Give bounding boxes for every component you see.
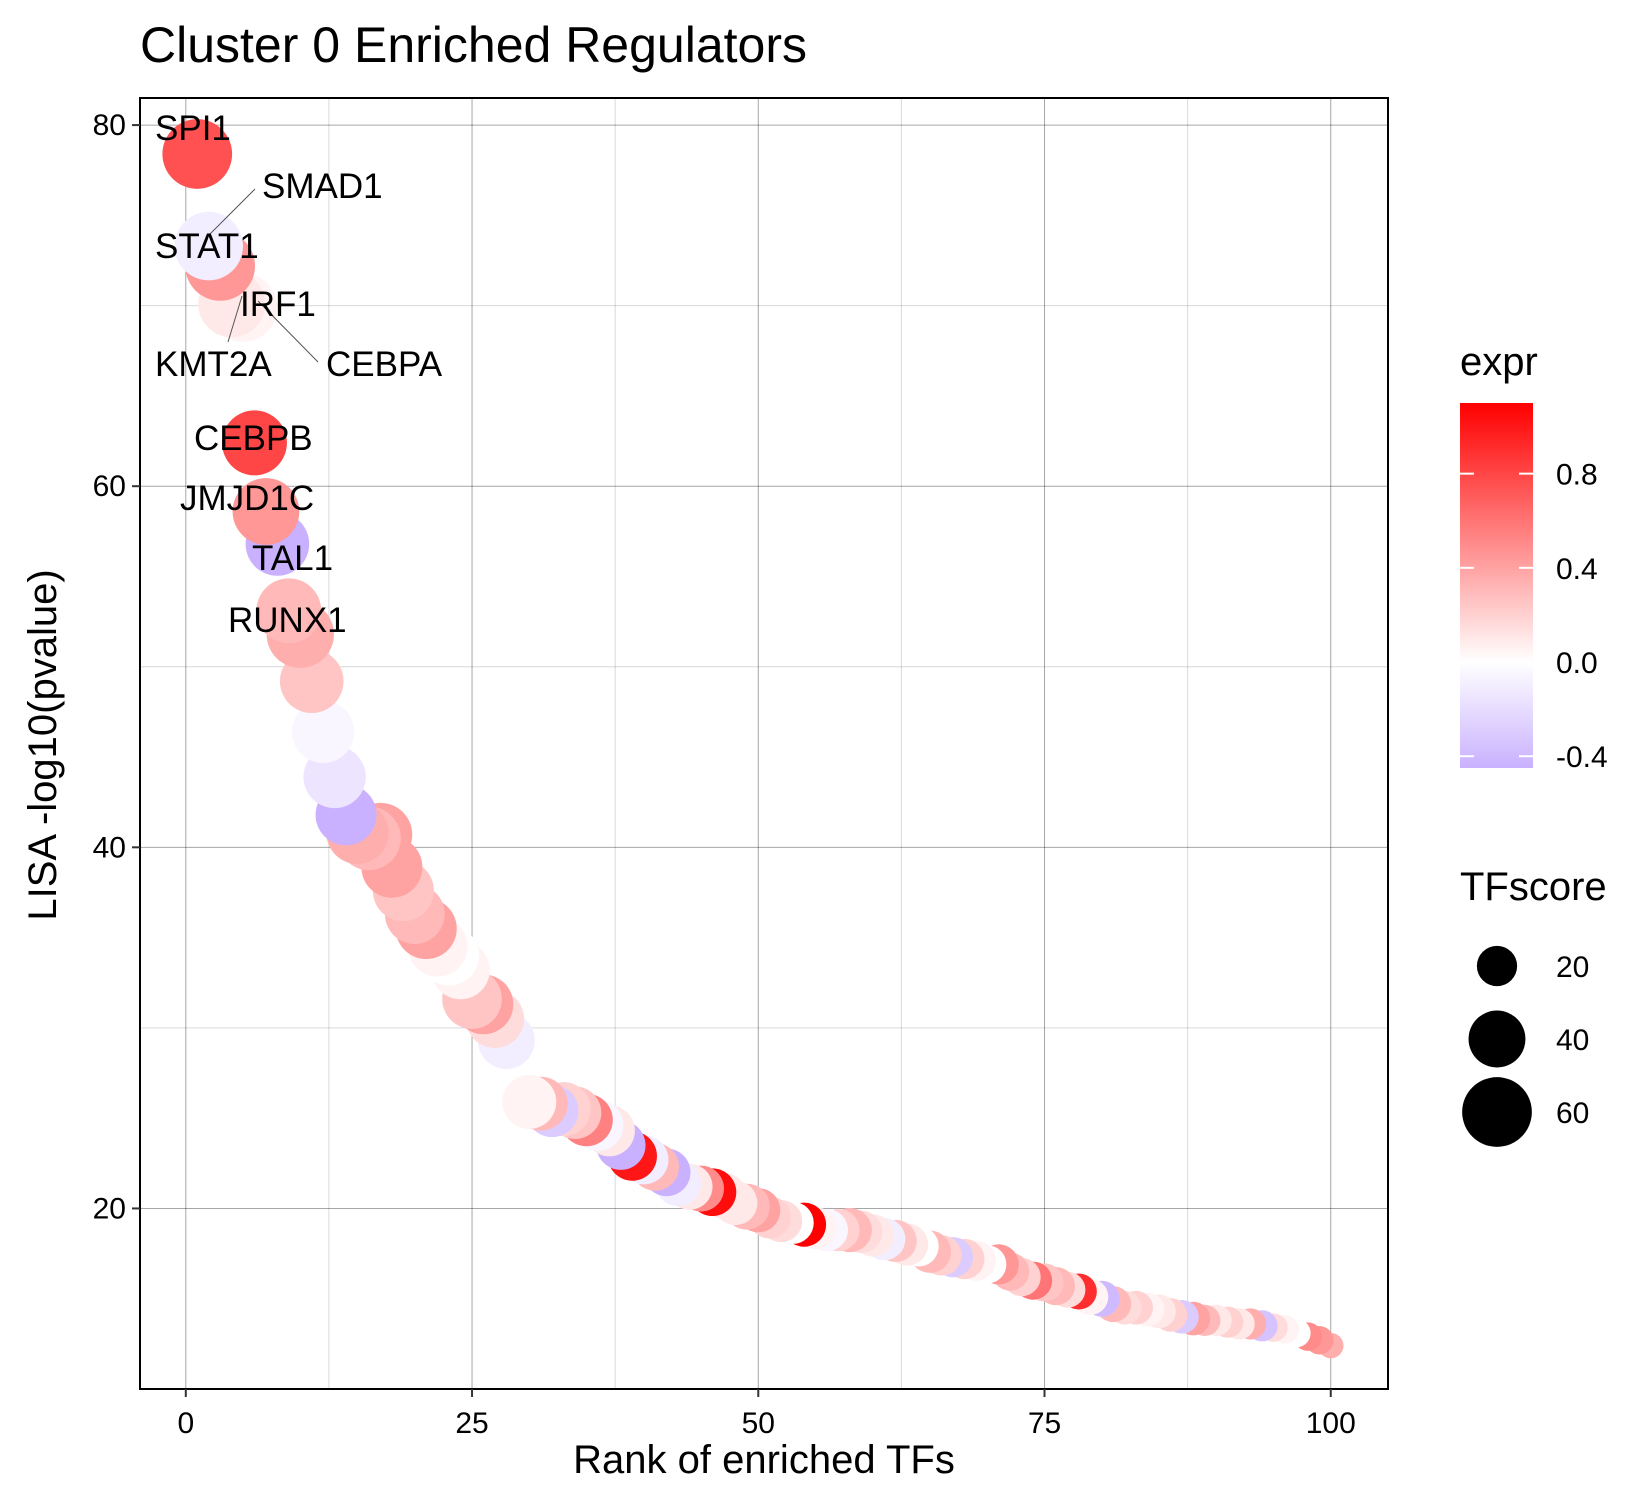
data-point: [292, 700, 355, 763]
size-legend-label: 20: [1556, 951, 1589, 984]
size-legend-label: 40: [1556, 1024, 1589, 1057]
point-label: CEBPB: [194, 419, 313, 458]
y-axis-ticks: 20 40 60 80: [93, 109, 140, 1225]
size-legend: TFscore 20 40 60: [1460, 865, 1607, 1147]
point-label: IRF1: [240, 285, 316, 324]
color-legend-ticks: 0.8 0.4 0.0 -0.4: [1460, 459, 1608, 774]
color-legend-bar: [1460, 403, 1533, 768]
size-legend-items: 20 40 60: [1462, 945, 1589, 1147]
x-tick-label: 25: [455, 1407, 488, 1440]
point-label: SPI1: [155, 109, 231, 148]
data-point: [174, 211, 243, 281]
point-label: CEBPA: [326, 345, 443, 384]
y-axis-title: LISA -log10(pvalue): [21, 569, 65, 920]
size-legend-point: [1468, 1010, 1526, 1068]
size-legend-point: [1462, 1077, 1532, 1147]
point-label: STAT1: [155, 227, 259, 266]
color-legend-label: 0.4: [1556, 553, 1598, 586]
label-leader-line: [206, 188, 256, 238]
x-tick-label: 75: [1028, 1407, 1061, 1440]
x-axis-ticks: 0 25 50 75 100: [177, 1389, 1356, 1440]
x-tick-label: 50: [742, 1407, 775, 1440]
x-tick-label: 0: [177, 1407, 194, 1440]
data-point: [162, 119, 233, 189]
color-legend-label: -0.4: [1556, 741, 1608, 774]
color-legend-title: expr: [1460, 340, 1538, 384]
point-label: TAL1: [252, 539, 333, 578]
label-leader-line: [257, 300, 319, 363]
x-tick-label: 100: [1306, 1407, 1356, 1440]
y-tick-label: 40: [93, 831, 126, 864]
point-label: KMT2A: [155, 345, 272, 384]
plot-border: [139, 97, 1389, 1390]
data-point: [222, 410, 287, 476]
y-tick-label: 80: [93, 109, 126, 142]
color-legend-label: 0.8: [1556, 459, 1598, 492]
data-point: [256, 578, 322, 644]
y-tick-label: 60: [93, 470, 126, 503]
x-axis-title: Rank of enriched TFs: [573, 1438, 955, 1482]
size-legend-point: [1476, 945, 1518, 987]
data-point: [232, 478, 300, 545]
size-legend-label: 60: [1556, 1097, 1589, 1130]
color-legend: expr 0.8 0.4 0.0 -0.4: [1460, 340, 1608, 774]
point-label: RUNX1: [228, 601, 347, 640]
data-points: [162, 119, 1344, 1359]
label-leader-line: [227, 295, 243, 343]
point-label: JMJD1C: [180, 479, 314, 518]
color-legend-label: 0.0: [1556, 647, 1598, 680]
data-point: [502, 1074, 557, 1129]
y-tick-label: 20: [93, 1192, 126, 1225]
chart-title: Cluster 0 Enriched Regulators: [140, 17, 807, 73]
size-legend-title: TFscore: [1460, 865, 1607, 909]
point-label: SMAD1: [262, 167, 383, 206]
